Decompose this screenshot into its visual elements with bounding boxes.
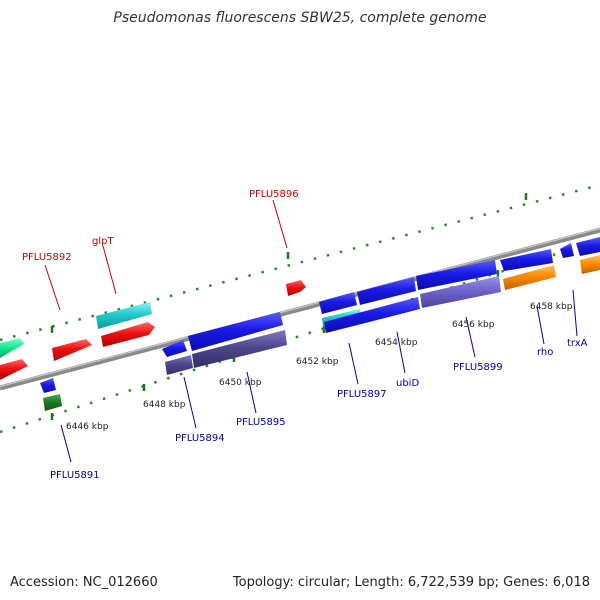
gene-pflu5894[interactable] bbox=[162, 340, 187, 357]
gene-ubid-lower[interactable] bbox=[324, 297, 420, 333]
map-title: Pseudomonas fluorescens SBW25, complete … bbox=[113, 10, 487, 26]
gene-pflu5894-purple[interactable] bbox=[165, 355, 193, 375]
gene-pflu5897[interactable] bbox=[319, 292, 357, 314]
forward-genes bbox=[0, 280, 306, 380]
reverse-gene-labels: PFLU5891 PFLU5894 PFLU5895 PFLU5897 ubiD… bbox=[50, 338, 588, 481]
gene-pflu5891-blue[interactable] bbox=[40, 378, 56, 393]
gene-label[interactable]: PFLU5891 bbox=[50, 470, 100, 481]
gene-label[interactable]: PFLU5896 bbox=[249, 189, 299, 200]
leader-line bbox=[183, 376, 197, 429]
gene-label[interactable]: PFLU5895 bbox=[236, 417, 286, 428]
gene-pflu5899[interactable] bbox=[416, 260, 497, 290]
genome-backbone bbox=[0, 227, 600, 391]
gene-rho[interactable] bbox=[503, 265, 556, 290]
forward-gene-labels: PFLU5892 glpT PFLU5896 bbox=[22, 189, 299, 263]
leader-line bbox=[536, 305, 545, 345]
leader-line bbox=[44, 264, 61, 311]
accession-text: Accession: NC_012660 bbox=[10, 575, 158, 590]
gene-glpt-cyan[interactable] bbox=[96, 302, 152, 329]
kbp-tick-labels: 6446 kbp 6448 kbp 6450 kbp 6452 kbp 6454… bbox=[66, 302, 573, 432]
gene-label[interactable]: PFLU5894 bbox=[175, 433, 225, 444]
leader-line bbox=[465, 316, 476, 358]
gene-label[interactable]: ubiD bbox=[396, 378, 419, 389]
gene-label[interactable]: rho bbox=[537, 347, 553, 358]
gene-pflu5891[interactable] bbox=[43, 394, 62, 411]
leader-line bbox=[396, 331, 406, 374]
leader-lines bbox=[44, 199, 578, 463]
kbp-label: 6448 kbp bbox=[143, 400, 186, 410]
gene-glpt[interactable] bbox=[101, 322, 155, 347]
genome-backbone-highlight bbox=[0, 227, 600, 388]
gene-label[interactable]: PFLU5897 bbox=[337, 389, 387, 400]
gene-ubid[interactable] bbox=[357, 277, 416, 305]
leader-line bbox=[246, 371, 257, 414]
gene-label[interactable]: trxA bbox=[567, 338, 588, 349]
gene-label[interactable]: glpT bbox=[92, 236, 114, 247]
gene-pflu5895-purple[interactable] bbox=[192, 330, 287, 368]
gene-trxa-orange[interactable] bbox=[580, 255, 600, 274]
gene-trxa-blue[interactable] bbox=[560, 243, 574, 258]
leader-line bbox=[102, 245, 117, 295]
gene-label[interactable]: PFLU5892 bbox=[22, 252, 72, 263]
leader-line bbox=[572, 289, 578, 337]
gene-pflu5896[interactable] bbox=[286, 280, 306, 296]
reverse-genes bbox=[40, 237, 600, 411]
kbp-label: 6458 kbp bbox=[530, 302, 573, 312]
gene-rho-blue[interactable] bbox=[500, 249, 553, 271]
gene-pflu5899-purple[interactable] bbox=[420, 276, 501, 308]
gene-pflu5895[interactable] bbox=[188, 312, 283, 351]
topology-summary: Topology: circular; Length: 6,722,539 bp… bbox=[232, 575, 590, 590]
kbp-label: 6452 kbp bbox=[296, 357, 339, 367]
gene-arrow[interactable] bbox=[0, 359, 28, 380]
gene-trxa-blue-2[interactable] bbox=[576, 237, 600, 256]
kbp-label: 6454 kbp bbox=[375, 338, 418, 348]
gene-label[interactable]: PFLU5899 bbox=[453, 362, 503, 373]
kbp-label: 6446 kbp bbox=[66, 422, 109, 432]
gene-arrow[interactable] bbox=[0, 338, 24, 358]
gene-pflu5892[interactable] bbox=[52, 339, 92, 361]
leader-line bbox=[348, 342, 359, 385]
leader-line bbox=[60, 424, 72, 463]
kbp-label: 6456 kbp bbox=[452, 320, 495, 330]
leader-line bbox=[272, 199, 288, 249]
kbp-label: 6450 kbp bbox=[219, 378, 262, 388]
